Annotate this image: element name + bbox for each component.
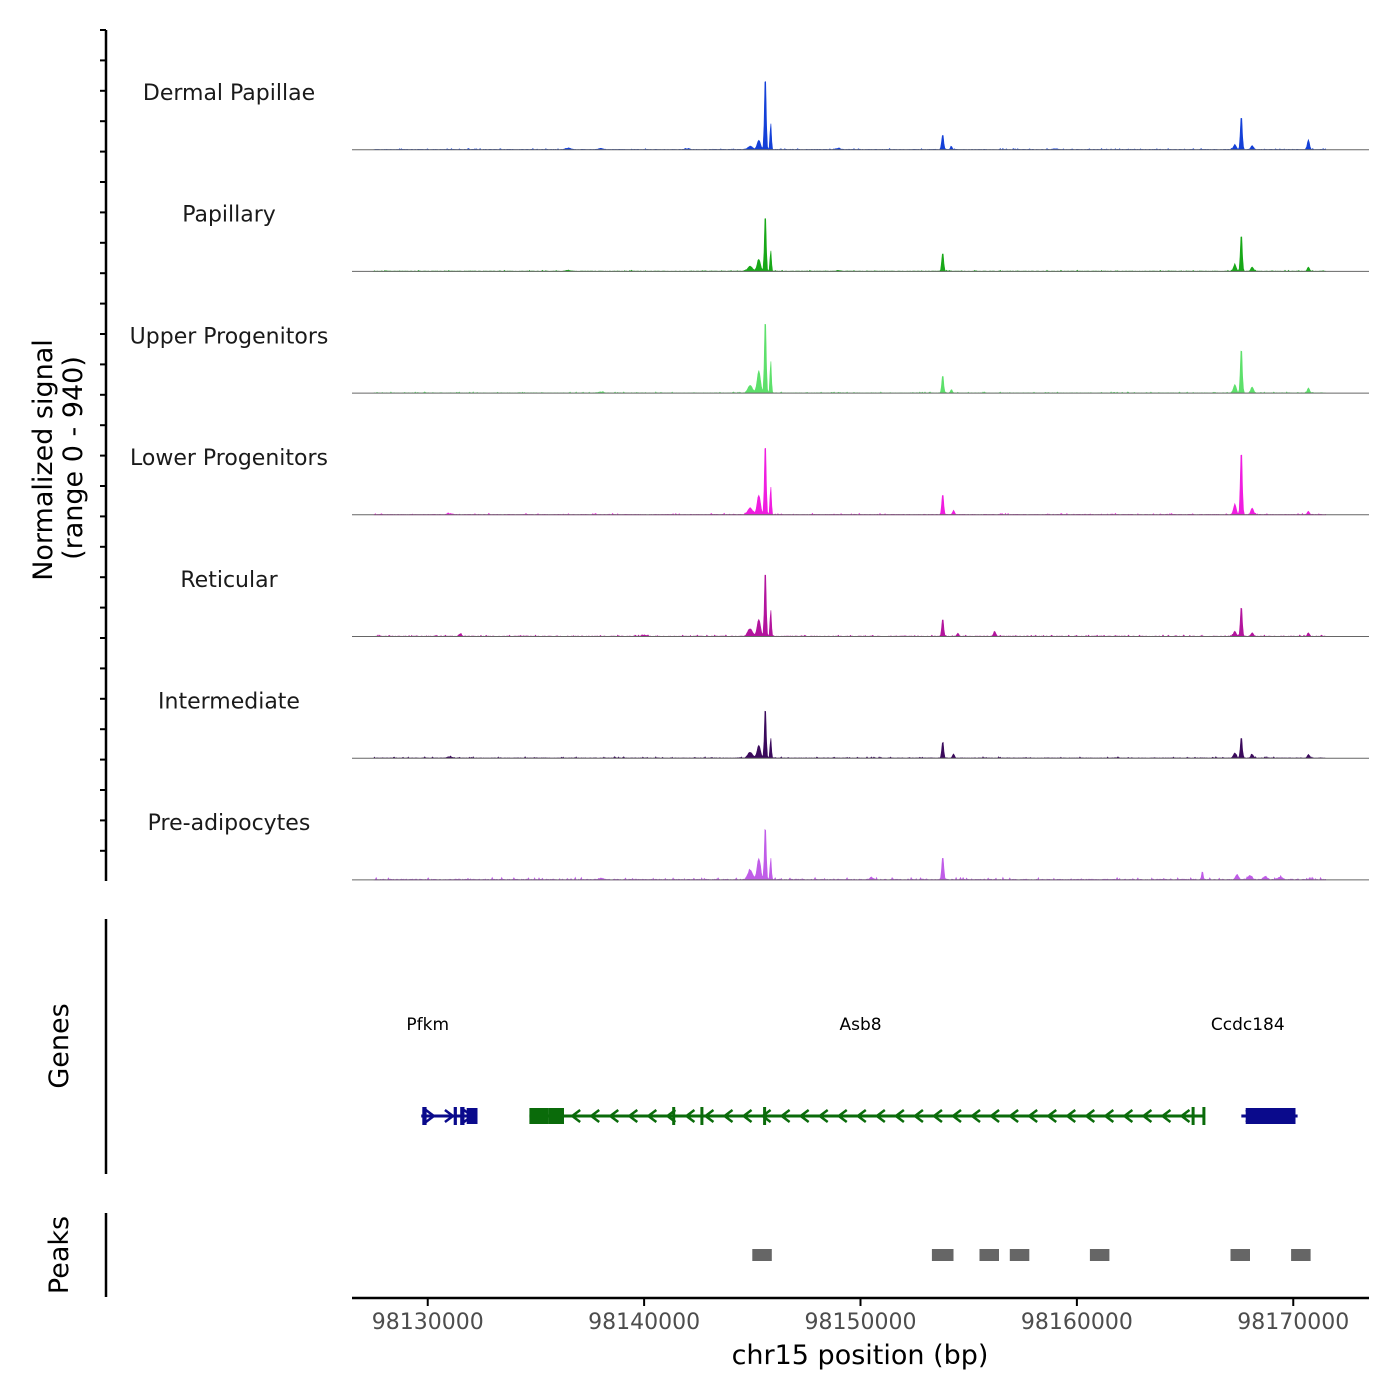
track-label: Upper Progenitors	[130, 324, 329, 349]
signal-track: Lower Progenitors	[130, 446, 1369, 516]
strand-arrow	[989, 1109, 1000, 1123]
x-tick-label: 98150000	[805, 1310, 917, 1335]
strand-arrow	[608, 1109, 620, 1123]
y-axis-title: Normalized signal	[28, 339, 59, 581]
signal-tracks: Dermal Papillae Papillary Upper Progenitor…	[130, 81, 1369, 881]
gene-annotation-panel: Pfkm Asb8 Ccdc184	[406, 1015, 1298, 1125]
x-tick-label: 98140000	[588, 1310, 700, 1335]
signal-area	[372, 218, 1326, 272]
strand-arrow	[589, 1109, 600, 1123]
gene-exon	[1191, 1107, 1195, 1125]
strand-arrow	[1179, 1109, 1191, 1123]
x-tick-label: 98130000	[372, 1310, 484, 1335]
strand-arrow	[646, 1109, 658, 1123]
strand-arrow	[779, 1109, 791, 1123]
strand-arrow	[1008, 1109, 1019, 1123]
strand-arrow	[1122, 1109, 1134, 1123]
strand-arrow	[798, 1109, 810, 1123]
gene-exon	[700, 1107, 704, 1125]
gene-label: Ccdc184	[1211, 1015, 1285, 1035]
signal-area	[373, 574, 1326, 638]
genes-panel-label: Genes	[44, 1003, 75, 1088]
strand-arrow	[444, 1109, 456, 1123]
strand-arrow	[969, 1109, 981, 1123]
strand-arrow	[931, 1109, 943, 1123]
strand-arrow	[950, 1109, 962, 1123]
signal-track: Intermediate	[158, 690, 1369, 759]
x-axis-ticks: 98130000 98140000 98150000 98160000 98170000	[372, 1298, 1349, 1335]
strand-arrow	[627, 1109, 639, 1123]
gene-exon	[1202, 1107, 1206, 1125]
track-label: Reticular	[180, 568, 278, 593]
track-label: Dermal Papillae	[143, 81, 315, 106]
strand-arrow	[1084, 1109, 1096, 1123]
gene-label: Pfkm	[406, 1015, 449, 1035]
strand-arrow	[1027, 1109, 1038, 1123]
strand-arrow	[874, 1109, 886, 1123]
strand-arrow	[1103, 1109, 1115, 1123]
x-tick-label: 98160000	[1021, 1310, 1133, 1335]
signal-area	[373, 324, 1326, 394]
strand-arrow	[836, 1109, 848, 1123]
gene-model: Ccdc184	[1211, 1015, 1298, 1124]
strand-arrow	[425, 1109, 436, 1123]
signal-area	[373, 828, 1326, 881]
signal-area	[373, 448, 1326, 516]
gene-label: Asb8	[839, 1015, 881, 1035]
track-label: Intermediate	[158, 690, 300, 715]
strand-arrow	[703, 1109, 715, 1123]
gene-exon	[422, 1107, 427, 1125]
strand-arrow	[893, 1109, 905, 1123]
x-axis-title: chr15 position (bp)	[732, 1340, 989, 1371]
peak-region	[1230, 1249, 1250, 1261]
peak-region	[1291, 1249, 1311, 1261]
signal-track: Pre-adipocytes	[148, 811, 1369, 881]
peak-region	[931, 1249, 954, 1261]
signal-track: Dermal Papillae	[143, 81, 1369, 151]
strand-arrow	[760, 1109, 772, 1123]
gene-exon	[763, 1107, 767, 1125]
peak-region	[1089, 1249, 1110, 1261]
x-tick-label: 98170000	[1237, 1310, 1349, 1335]
peak-region	[752, 1249, 772, 1261]
track-label: Papillary	[182, 203, 276, 228]
strand-arrow	[1160, 1109, 1172, 1123]
strand-arrow	[570, 1109, 581, 1123]
peak-region	[1009, 1249, 1030, 1261]
track-label: Lower Progenitors	[130, 446, 328, 471]
gene-exon	[466, 1108, 478, 1124]
gene-exon	[453, 1107, 457, 1125]
peak-region	[979, 1249, 999, 1261]
gene-model: Asb8	[529, 1015, 1206, 1125]
gene-exon	[1245, 1108, 1296, 1124]
y-axis-range-label: (range 0 - 940)	[58, 356, 89, 560]
signal-area	[372, 710, 1326, 759]
gene-model: Pfkm	[406, 1015, 478, 1125]
signal-y-ticks	[100, 29, 106, 852]
strand-arrow	[1065, 1109, 1077, 1123]
signal-track: Reticular	[180, 568, 1369, 638]
strand-arrow	[1141, 1109, 1153, 1123]
signal-track: Papillary	[182, 203, 1369, 272]
peaks-panel-label: Peaks	[44, 1216, 75, 1294]
signal-track: Upper Progenitors	[130, 324, 1369, 394]
gene-exon	[672, 1107, 676, 1125]
peak-regions-panel	[752, 1249, 1311, 1261]
track-label: Pre-adipocytes	[148, 811, 311, 836]
strand-arrow	[1046, 1109, 1057, 1123]
strand-arrow	[741, 1109, 753, 1123]
gene-exon	[529, 1108, 549, 1124]
strand-arrow	[684, 1109, 696, 1123]
strand-arrow	[817, 1109, 829, 1123]
strand-arrow	[912, 1109, 924, 1123]
signal-area	[373, 81, 1326, 151]
strand-arrow	[855, 1109, 867, 1123]
gene-exon	[460, 1107, 465, 1125]
gene-exon	[548, 1108, 564, 1124]
strand-arrow	[722, 1109, 734, 1123]
